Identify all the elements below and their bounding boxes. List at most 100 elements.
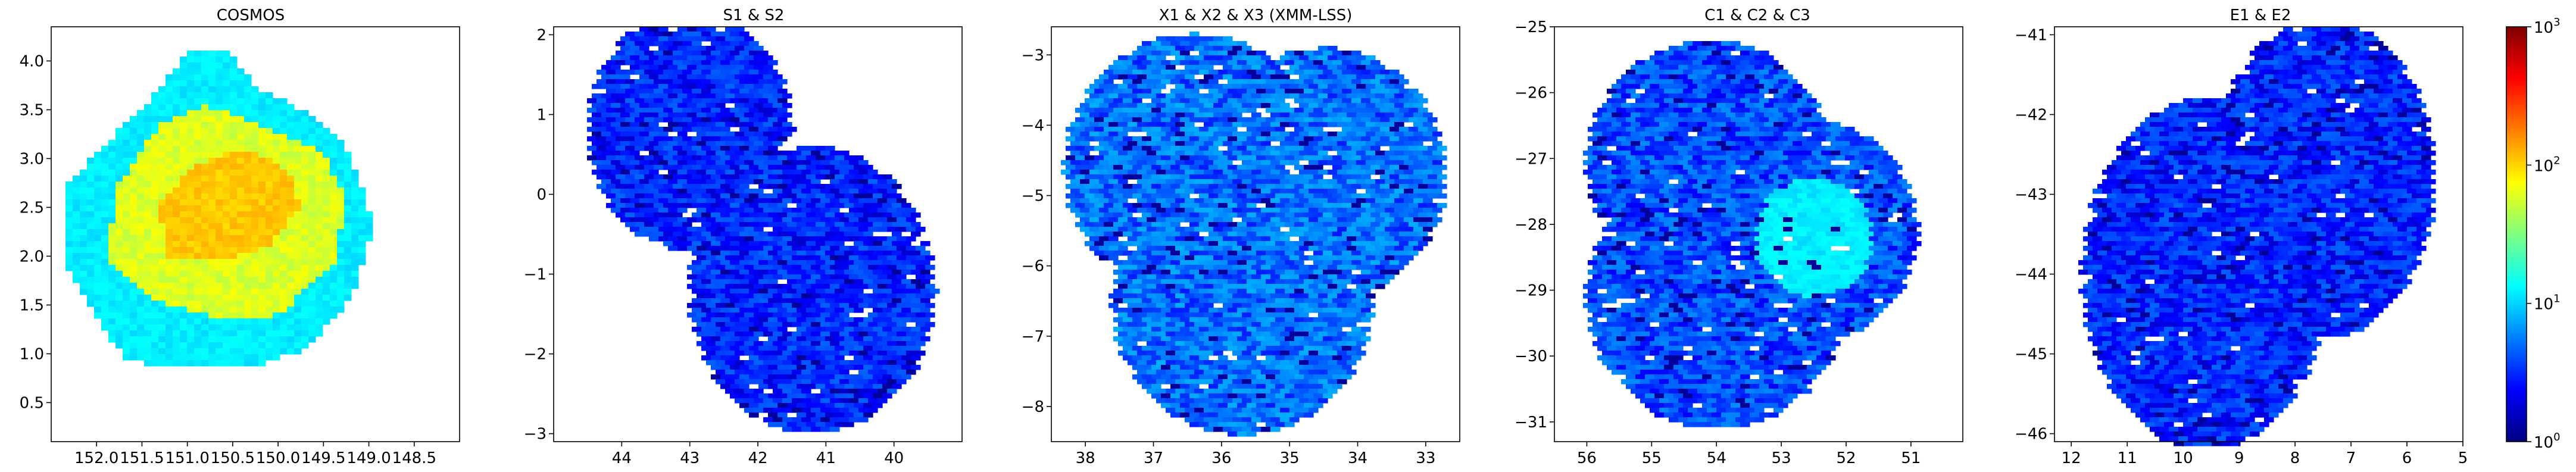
coverage-cell xyxy=(237,68,245,75)
coverage-cell xyxy=(273,140,280,146)
coverage-cell xyxy=(873,212,883,218)
coverage-cell xyxy=(749,41,759,46)
coverage-cell xyxy=(1109,141,1119,146)
coverage-cell xyxy=(130,342,138,349)
coverage-cell xyxy=(606,136,616,142)
coverage-cell xyxy=(897,255,907,261)
coverage-cell xyxy=(1132,174,1142,180)
coverage-cell xyxy=(330,158,338,164)
coverage-cell xyxy=(294,223,302,230)
coverage-cell xyxy=(115,307,123,313)
coverage-cell xyxy=(87,199,95,206)
coverage-cell xyxy=(925,312,935,318)
coverage-cell xyxy=(663,232,673,237)
coverage-cell xyxy=(739,41,750,46)
coverage-cell xyxy=(730,193,740,199)
coverage-cell xyxy=(1189,203,1200,208)
coverage-cell xyxy=(768,222,778,227)
coverage-cell xyxy=(330,164,338,170)
coverage-cell xyxy=(754,351,764,356)
coverage-cell xyxy=(1299,84,1309,89)
coverage-cell xyxy=(130,152,138,158)
coverage-cell xyxy=(308,223,316,230)
coverage-cell xyxy=(739,336,750,342)
coverage-cell xyxy=(1128,103,1138,108)
coverage-cell xyxy=(1370,136,1381,142)
coverage-cell xyxy=(854,355,864,361)
coverage-cell xyxy=(1413,217,1423,223)
coverage-cell xyxy=(1128,170,1138,175)
coverage-cell xyxy=(266,158,273,164)
coverage-cell xyxy=(1299,112,1309,118)
coverage-cell xyxy=(754,408,764,413)
coverage-cell xyxy=(144,152,152,158)
coverage-cell xyxy=(1128,93,1138,99)
coverage-cell xyxy=(266,235,273,242)
coverage-cell xyxy=(1189,155,1200,161)
coverage-cell xyxy=(130,312,138,319)
coverage-cell xyxy=(1432,151,1442,156)
coverage-cell xyxy=(1194,227,1204,232)
coverage-cell xyxy=(906,312,916,318)
coverage-cell xyxy=(1418,184,1428,189)
coverage-cell xyxy=(230,259,238,265)
coverage-cell xyxy=(792,379,802,385)
coverage-cell xyxy=(323,164,330,170)
coverage-cell xyxy=(151,140,159,146)
coverage-cell xyxy=(1185,227,1195,232)
coverage-cell xyxy=(816,422,826,427)
coverage-cell xyxy=(1118,122,1128,127)
coverage-cell xyxy=(854,412,864,418)
coverage-cell xyxy=(1137,112,1147,118)
coverage-cell xyxy=(1285,89,1295,94)
coverage-cell xyxy=(180,354,188,361)
coverage-cell xyxy=(1137,151,1147,156)
coverage-cell xyxy=(663,127,673,132)
coverage-cell xyxy=(144,241,152,248)
coverage-cell xyxy=(1413,151,1423,156)
coverage-cell xyxy=(835,384,845,389)
coverage-cell xyxy=(716,198,726,204)
coverage-cell xyxy=(844,203,854,208)
coverage-cell xyxy=(868,179,878,185)
coverage-cell xyxy=(773,179,783,185)
coverage-cell xyxy=(758,232,769,237)
coverage-cell xyxy=(725,274,735,280)
coverage-cell xyxy=(778,155,788,161)
coverage-cell xyxy=(80,271,88,277)
coverage-cell xyxy=(294,116,302,123)
coverage-cell xyxy=(1209,79,1219,85)
coverage-cell xyxy=(208,80,216,87)
coverage-cell xyxy=(635,155,645,161)
coverage-cell xyxy=(730,327,740,332)
coverage-cell xyxy=(230,330,238,337)
coverage-cell xyxy=(854,298,864,304)
coverage-cell xyxy=(1213,55,1223,61)
coverage-cell xyxy=(173,158,180,164)
coverage-cell xyxy=(1137,65,1147,70)
coverage-cell xyxy=(616,60,626,65)
coverage-cell xyxy=(887,389,897,394)
panel-cosmos: COSMOS 152.0 151.5 151.0 150.5 150.0 149.5 149… xyxy=(20,7,460,467)
coverage-cell xyxy=(720,89,730,94)
coverage-cell xyxy=(754,217,764,223)
coverage-cell xyxy=(778,412,788,418)
coverage-cell xyxy=(166,354,173,361)
coverage-cell xyxy=(230,348,238,355)
coverage-cell xyxy=(137,193,145,200)
coverage-cell xyxy=(1280,160,1290,165)
coverage-cell xyxy=(925,322,935,327)
coverage-cell xyxy=(173,354,180,361)
coverage-cell xyxy=(137,318,145,325)
coverage-cell xyxy=(1218,203,1228,208)
coverage-cell xyxy=(654,79,664,85)
coverage-cell xyxy=(301,295,309,301)
coverage-cell xyxy=(792,408,802,413)
coverage-cell xyxy=(208,211,216,218)
coverage-cell xyxy=(166,229,173,236)
coverage-cell xyxy=(108,193,116,200)
coverage-cell xyxy=(897,351,907,356)
coverage-cell xyxy=(1189,98,1200,104)
coverage-cell xyxy=(858,293,869,299)
coverage-cell xyxy=(323,217,330,224)
